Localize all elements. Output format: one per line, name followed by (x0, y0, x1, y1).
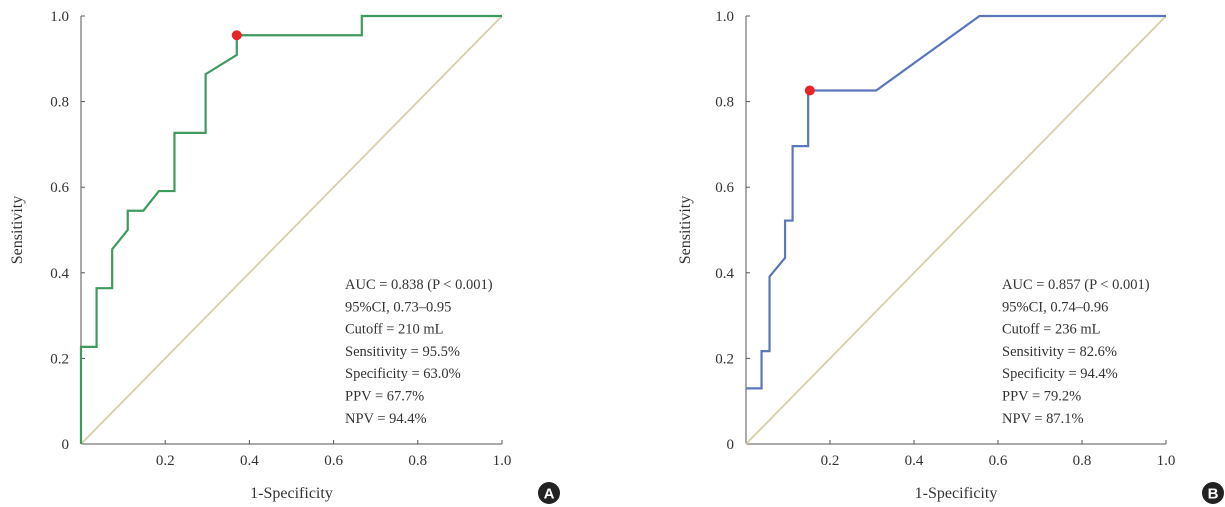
x-tick-label: 0.6 (324, 453, 343, 469)
x-tick-label: 0.8 (1073, 453, 1092, 469)
panel-badge-label: B (1208, 486, 1219, 503)
y-tick-label: 0 (727, 437, 735, 453)
y-tick-label: 0.2 (50, 351, 69, 367)
stats-annotation-line: PPV = 79.2% (1002, 389, 1081, 405)
reference-line (80, 15, 503, 445)
x-axis-label: 1-Specificity (250, 485, 333, 502)
stats-annotation-line: Specificity = 94.4% (1002, 366, 1118, 382)
x-tick-label: 1.0 (493, 453, 512, 469)
y-tick-label: 1.0 (715, 9, 734, 25)
panel-badge (538, 482, 560, 504)
stats-annotation-line: Specificity = 63.0% (345, 366, 461, 382)
reference-line (745, 15, 1167, 445)
y-tick-label: 0 (62, 437, 70, 453)
x-tick-label: 1.0 (1157, 453, 1176, 469)
stats-annotation-line: Cutoff = 210 mL (345, 322, 444, 338)
x-tick-label: 0.2 (156, 453, 175, 469)
roc-curve (746, 14, 1166, 390)
stats-annotation-line: PPV = 67.7% (345, 389, 424, 405)
x-tick-label: 0.8 (408, 453, 427, 469)
stats-annotation-line: 95%CI, 0.74–0.96 (1002, 299, 1108, 315)
y-tick-label: 0.2 (715, 351, 734, 367)
x-tick-label: 0.6 (989, 453, 1008, 469)
y-tick-label: 0.8 (715, 95, 734, 111)
x-axis-label: 1-Specificity (915, 485, 998, 502)
cutoff-point-marker (804, 85, 815, 96)
y-tick-label: 0.6 (715, 180, 734, 196)
y-axis-label: Sensitivity (9, 196, 26, 264)
y-tick-label: 1.0 (50, 9, 69, 25)
panel-badge-label: A (544, 486, 555, 503)
x-tick-label: 0.4 (905, 453, 924, 469)
y-axis-label: Sensitivity (677, 196, 694, 264)
roc-panel-a: 0.2 0.4 0.6 0.8 1.0 0 0.2 0.4 0.6 0.8 1.0 1-Specifi… (9, 9, 560, 504)
y-tick-label: 0.6 (50, 180, 69, 196)
panel-badge (1202, 482, 1224, 504)
roc-panel-b: 0.2 0.4 0.6 0.8 1.0 0 0.2 0.4 0.6 0.8 1.0 1-Specifi… (677, 9, 1224, 504)
stats-annotation-line: AUC = 0.857 (P < 0.001) (1002, 277, 1150, 293)
stats-annotation-line: 95%CI, 0.73–0.95 (345, 299, 451, 315)
y-tick-label: 0.4 (50, 266, 69, 282)
cutoff-point-marker (231, 30, 242, 41)
x-tick-label: 0.4 (240, 453, 259, 469)
stats-annotation-line: NPV = 87.1% (1002, 411, 1084, 427)
y-tick-label: 0.4 (715, 266, 734, 282)
stats-annotation-line: Sensitivity = 82.6% (1002, 344, 1117, 360)
x-tick-label: 0.2 (821, 453, 840, 469)
stats-annotation-line: Sensitivity = 95.5% (345, 344, 460, 360)
stats-annotation-line: NPV = 94.4% (345, 411, 427, 427)
stats-annotation-line: Cutoff = 236 mL (1002, 322, 1101, 338)
y-tick-label: 0.8 (50, 95, 69, 111)
stats-annotation-line: AUC = 0.838 (P < 0.001) (345, 277, 493, 293)
